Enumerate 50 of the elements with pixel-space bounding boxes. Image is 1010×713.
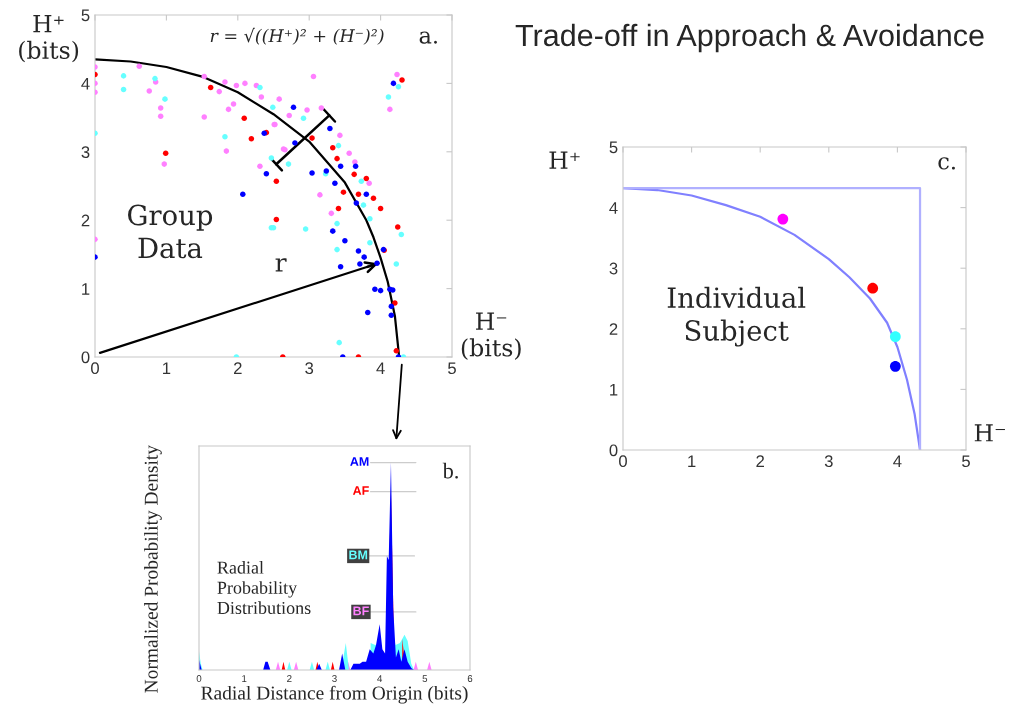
x-tick-label: 0 <box>91 362 99 375</box>
x-tick-label: 5 <box>422 675 428 682</box>
x-tick-label: 4 <box>893 455 902 467</box>
annotation: Radial Probability Distributions <box>217 561 311 615</box>
annotation: r = √((H⁺)² + (H⁻)²) <box>210 27 384 45</box>
x-tick-label: 1 <box>242 675 247 682</box>
annotation: b. <box>442 462 458 479</box>
x-tick-label: 2 <box>287 675 292 682</box>
x-tick-label: 0 <box>196 675 202 682</box>
x-tick-label: 1 <box>688 455 696 467</box>
x-axis-title: Radial Distance from Origin (bits) <box>201 685 468 704</box>
y-tick-label: 1 <box>610 383 618 396</box>
y-tick-label: 4 <box>81 77 90 90</box>
y-tick-label: 5 <box>609 141 618 154</box>
x-axis-title: H⁻ <box>974 424 1005 442</box>
x-tick-label: 5 <box>962 455 970 468</box>
x-tick-label: 2 <box>756 455 764 467</box>
y-tick-label: 5 <box>81 9 90 22</box>
y-axis-title: H⁺ <box>549 151 580 169</box>
annotation: c. <box>938 157 955 170</box>
x-axis-title: H⁻ (bits) <box>461 312 521 360</box>
chart-title: Trade-off in Approach & Avoidance <box>515 23 984 53</box>
series-label: BM <box>349 550 368 560</box>
x-tick-label: 1 <box>163 362 171 374</box>
x-tick-label: 4 <box>376 362 385 374</box>
y-tick-label: 4 <box>609 202 618 214</box>
y-tick-label: 2 <box>609 323 618 335</box>
annotation: a. <box>419 31 437 44</box>
x-tick-label: 4 <box>377 675 383 682</box>
annotation: Group Data <box>128 204 213 259</box>
y-axis-title: H⁺ (bits) <box>19 15 79 63</box>
y-tick-label: 2 <box>81 214 90 227</box>
series-label: BF <box>353 606 369 616</box>
x-tick-label: 5 <box>448 362 456 375</box>
y-axis-title: Normalized Probability Density <box>144 445 162 693</box>
series-label: AM <box>350 457 369 466</box>
y-tick-label: 3 <box>81 146 90 158</box>
annotation: r <box>275 258 287 272</box>
x-tick-label: 6 <box>467 675 473 682</box>
series-label: AF <box>352 486 369 495</box>
y-tick-label: 0 <box>609 444 618 457</box>
y-tick-label: 1 <box>82 283 90 295</box>
x-tick-label: 3 <box>305 362 314 375</box>
y-tick-label: 3 <box>609 262 618 275</box>
annotation: Individual Subject <box>667 286 806 347</box>
x-tick-label: 3 <box>824 455 833 468</box>
x-tick-label: 2 <box>234 362 242 374</box>
y-tick-label: 0 <box>81 351 90 364</box>
x-tick-label: 0 <box>619 455 627 468</box>
x-tick-label: 3 <box>332 675 337 682</box>
